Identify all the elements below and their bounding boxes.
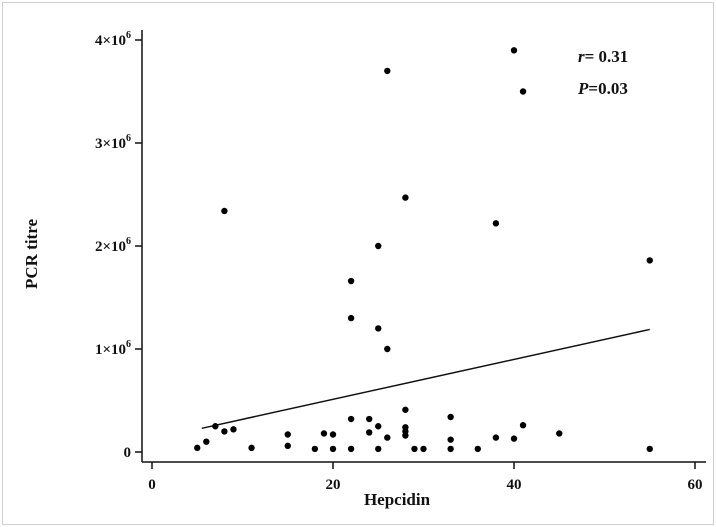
data-point: [284, 442, 291, 450]
stat-value: = 0.31: [585, 47, 629, 66]
data-point: [447, 436, 454, 443]
data-point: [375, 325, 382, 332]
x-tick-label: 20: [326, 477, 341, 493]
data-point: [203, 438, 210, 445]
data-point: [510, 435, 518, 442]
data-point: [347, 277, 355, 285]
x-axis-title: Hepcidin: [364, 490, 431, 509]
data-point: [492, 434, 500, 441]
data-point: [447, 445, 454, 453]
y-tick-exponent: 6: [126, 30, 131, 41]
data-point: [212, 423, 219, 430]
data-point: [366, 429, 373, 436]
stat-symbol: r: [578, 47, 585, 66]
y-tick-label: 0: [124, 445, 132, 461]
stat-value: =0.03: [588, 79, 627, 98]
stat-annotation: P=0.03: [577, 79, 628, 98]
data-point: [284, 431, 291, 438]
data-point: [194, 444, 201, 452]
data-point: [329, 445, 337, 453]
data-point: [420, 445, 427, 453]
data-point: [402, 406, 409, 413]
data-point: [221, 428, 228, 435]
y-tick-exponent: 6: [126, 339, 131, 350]
data-point: [230, 426, 237, 433]
y-tick-label: 3×106: [95, 133, 131, 152]
data-point: [646, 445, 653, 453]
data-point: [320, 430, 328, 437]
trendline-group: [201, 328, 650, 430]
stat-annotations: r= 0.31 P=0.03: [577, 47, 628, 98]
y-tick-label: 1×106: [95, 339, 131, 358]
data-point: [384, 434, 391, 441]
stat-annotation: r= 0.31: [578, 47, 628, 66]
x-tick-label: 40: [507, 477, 522, 493]
stat-symbol: P: [577, 79, 589, 98]
data-point: [447, 413, 454, 421]
data-point: [519, 422, 527, 429]
data-point: [375, 423, 382, 430]
data-point: [492, 220, 500, 227]
y-axis-title: PCR titre: [22, 219, 41, 289]
data-point: [556, 430, 563, 437]
data-point: [519, 88, 527, 95]
data-point: [375, 445, 382, 453]
data-point: [384, 345, 391, 353]
data-point: [384, 67, 391, 75]
data-point: [329, 431, 337, 438]
data-point: [311, 445, 319, 453]
y-tick-label: 2×106: [95, 236, 131, 255]
y-tick-exponent: 6: [126, 133, 131, 144]
data-point: [375, 242, 382, 250]
data-point: [366, 415, 373, 423]
data-point: [347, 445, 355, 453]
y-tick-labels: 0 1×106 2×106 3×106 4×106: [95, 30, 131, 461]
data-point: [248, 444, 255, 452]
data-point: [510, 47, 518, 54]
data-point: [411, 445, 418, 453]
data-point: [221, 207, 228, 215]
y-tick-label: 4×106: [95, 30, 131, 49]
y-tick-exponent: 6: [126, 236, 131, 247]
data-points: [194, 47, 653, 453]
data-point: [402, 194, 409, 201]
data-point: [646, 257, 653, 264]
data-point: [347, 415, 355, 423]
data-point: [347, 314, 355, 322]
trendline: [201, 328, 650, 430]
x-tick-labels: 0 20 40 60: [148, 477, 702, 493]
ticks: [135, 39, 696, 469]
x-tick-label: 60: [688, 477, 703, 493]
data-point: [474, 445, 481, 453]
x-tick-label: 0: [148, 477, 156, 493]
data-point: [402, 432, 409, 439]
